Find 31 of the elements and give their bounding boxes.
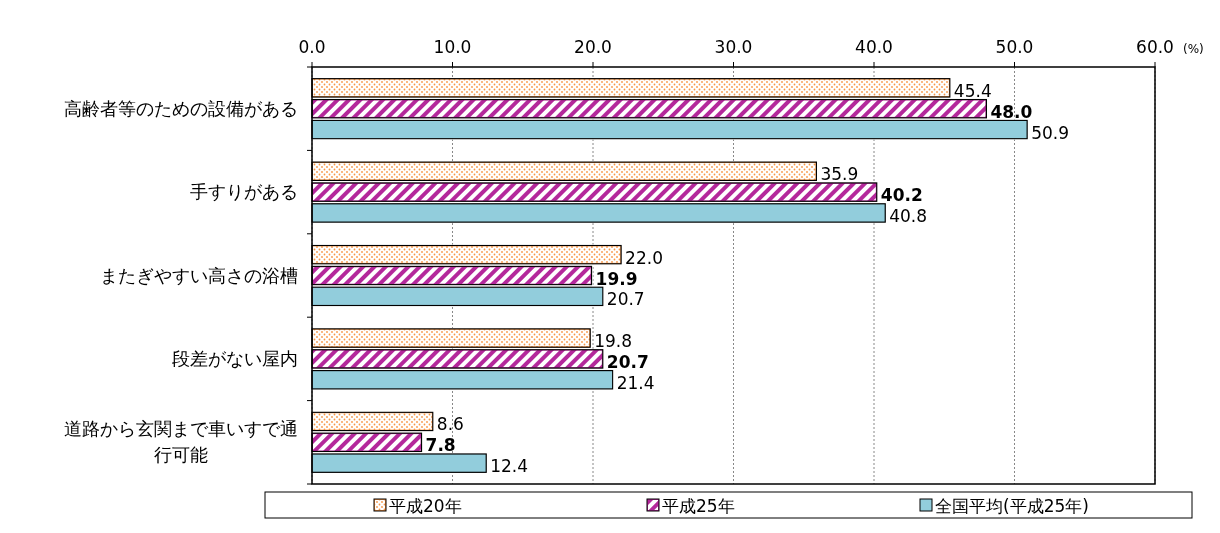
x-tick-label: 60.0 [1136,37,1174,57]
data-label: 45.4 [953,80,992,101]
x-tick-label: 50.0 [995,37,1034,57]
data-label: 22.0 [625,247,663,268]
data-label: 48.0 [990,101,1033,122]
y-tick-label: 道路から玄関まで車いすで通行可能 [64,418,298,466]
y-tick-label: 段差がない屋内 [172,347,298,369]
data-label: 21.4 [616,372,655,393]
y-tick-label: 高齢者等のための設備がある [64,97,298,119]
x-tick-label: 0.0 [298,37,326,57]
data-label: 7.8 [425,435,456,456]
data-label: 40.8 [889,205,928,226]
legend-label: 平成25年 [662,496,735,516]
data-label: 19.9 [595,268,638,289]
data-label: 12.4 [490,456,529,477]
data-label: 40.2 [880,185,923,206]
legend-label: 平成20年 [389,496,462,516]
data-label: 20.7 [606,351,649,372]
data-label: 35.9 [820,164,859,185]
y-tick-label: またぎやすい高さの浴槽 [100,264,298,286]
x-tick-label: 10.0 [433,37,472,57]
data-label: 50.9 [1031,122,1069,143]
x-tick-label: 20.0 [574,37,612,57]
legend-label: 全国平均(平成25年) [935,496,1089,516]
data-label: 19.8 [594,331,633,352]
data-label: 20.7 [606,289,645,310]
x-axis-title: (%) [1183,42,1204,56]
x-tick-label: 30.0 [714,37,753,57]
data-label: 8.6 [436,414,464,435]
x-tick-label: 40.0 [855,37,893,57]
y-tick-label: 手すりがある [190,181,298,203]
